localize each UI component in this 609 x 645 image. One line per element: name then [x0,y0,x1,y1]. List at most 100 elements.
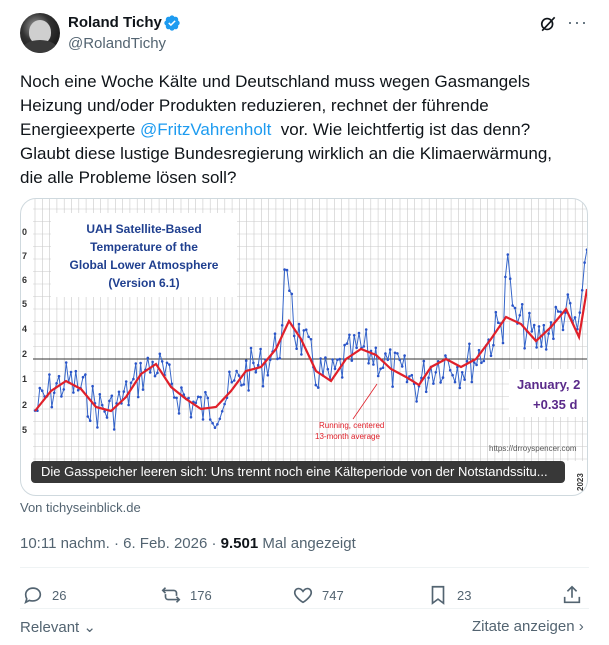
monthly-point [439,381,442,384]
monthly-point [453,380,457,384]
monthly-point [415,400,418,403]
monthly-point [295,347,298,350]
monthly-point [340,376,344,379]
repost-button[interactable]: 176 [160,583,212,607]
monthly-point [504,275,507,279]
running-average-line [34,288,587,413]
monthly-point [48,373,51,376]
view-count: 9.501 [220,535,259,552]
monthly-point [336,358,339,361]
monthly-point [199,395,202,399]
monthly-point [424,390,428,394]
monthly-point [208,418,212,421]
source-link[interactable]: Von tichyseinblick.de [20,500,141,515]
like-count: 747 [322,587,344,603]
monthly-point [496,321,500,324]
monthly-point [302,329,306,332]
monthly-point [124,380,128,383]
monthly-point [583,261,586,264]
monthly-point [280,324,284,327]
repost-count: 176 [190,587,212,603]
monthly-point [345,342,349,345]
monthly-point [547,332,550,335]
timestamp[interactable]: 10:11 nachm. · 6. Feb. 2026 · [20,535,221,552]
monthly-point [64,361,68,364]
chart-title-line-4: (Version 6.1) [108,276,179,290]
monthly-point [228,370,231,374]
monthly-point [355,346,358,349]
sort-relevant-dropdown[interactable]: Relevant ⌄ [20,618,96,636]
reply-button[interactable]: 26 [22,583,66,607]
monthly-point [489,354,493,358]
share-button[interactable] [561,583,591,607]
svg-text:7: 7 [22,251,27,261]
monthly-point [38,386,42,390]
monthly-point [182,393,186,396]
monthly-point [50,405,54,409]
grok-icon[interactable] [538,14,558,34]
monthly-point [201,418,205,421]
monthly-point [508,277,512,280]
monthly-point [216,423,219,426]
author-name[interactable]: Roland Tichy [68,14,162,31]
monthly-point [132,377,135,381]
monthly-point [506,253,510,256]
monthly-point [76,388,80,392]
monthly-point [81,375,85,379]
monthly-point [204,390,207,394]
monthly-point [568,301,572,305]
monthly-point [153,374,157,378]
monthly-point [62,388,66,391]
monthly-point [84,373,87,376]
monthly-point [55,382,58,385]
view-quotes-link[interactable]: Zitate anzeigen › [472,618,584,635]
monthly-point [333,367,337,371]
monthly-point [261,384,265,388]
monthly-point [468,342,471,346]
monthly-point [369,349,373,353]
monthly-point [141,388,145,391]
monthly-point [422,359,426,363]
monthly-point [175,396,178,400]
monthly-point [388,348,392,351]
monthly-point [556,310,560,313]
mention-link[interactable]: @FritzVahrenholt [140,120,272,139]
monthly-point [384,352,387,355]
svg-text:2: 2 [22,349,27,359]
monthly-point [364,328,368,331]
chart-title-box [51,213,237,297]
monthly-point [122,390,126,393]
monthly-point [544,348,548,351]
svg-text:1: 1 [22,374,27,384]
divider-bottom [20,608,589,609]
monthly-point [304,328,308,331]
link-card[interactable]: 0 7 6 5 4 2 1 2 5 UAH Satellite-Based Temperat… [20,198,588,496]
monthly-point [518,314,522,317]
more-options-icon[interactable]: ··· [567,12,588,32]
monthly-point [249,346,253,350]
value-box [509,369,587,417]
monthly-point [458,386,462,390]
avatar[interactable] [20,13,60,53]
monthly-point [57,374,61,378]
chart-title-line-3: Global Lower Atmosphere [70,258,219,272]
monthly-point [379,367,382,371]
monthly-point [240,384,243,387]
monthly-point [549,321,553,324]
svg-text:5: 5 [22,299,27,309]
card-caption[interactable]: Die Gasspeicher leeren sich: Uns trennt … [31,461,565,483]
monthly-point [585,248,587,251]
author-handle[interactable]: @RolandTichy [68,35,167,52]
monthly-point [100,403,104,407]
monthly-point [352,334,356,337]
monthly-point [451,373,454,377]
monthly-point [172,396,176,399]
bookmark-button[interactable]: 23 [427,583,471,607]
like-button[interactable]: 747 [292,583,344,607]
monthly-point [492,343,495,347]
monthly-point [376,374,380,378]
monthly-point [158,352,162,356]
monthly-point [160,360,164,363]
monthly-point [348,333,351,337]
monthly-point [357,331,361,335]
